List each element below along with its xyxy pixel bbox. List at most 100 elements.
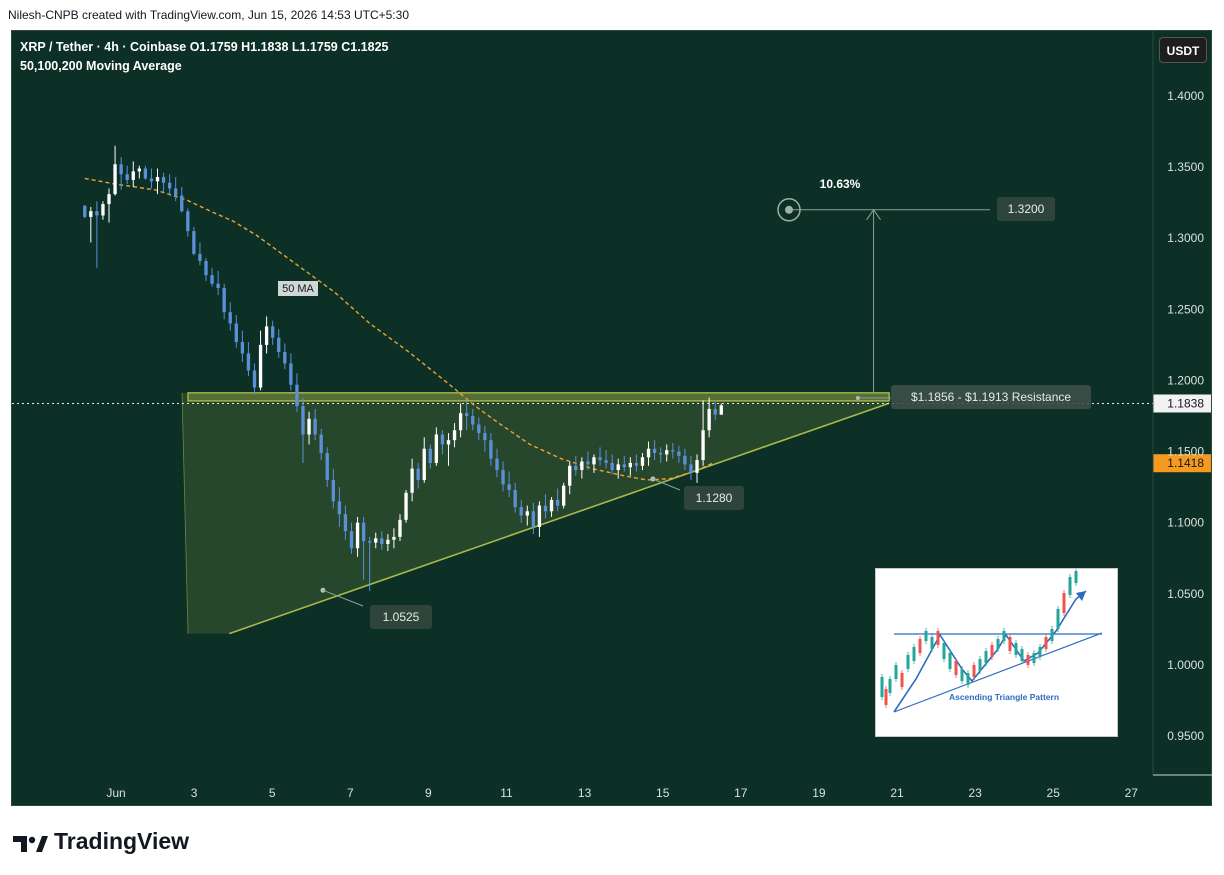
candle-body — [174, 188, 178, 196]
brand-name: TradingView — [54, 828, 190, 854]
candle-body — [628, 462, 633, 468]
tradingview-brand[interactable]: TradingView — [12, 828, 189, 855]
inset-candle-body — [942, 643, 946, 659]
inset-candle-body — [960, 669, 964, 681]
time-tick-label: 19 — [812, 786, 826, 800]
inset-candle-body — [1056, 609, 1060, 629]
target-price-label: 1.3200 — [997, 197, 1055, 221]
time-tick-label: 17 — [734, 786, 748, 800]
candle-body — [513, 489, 517, 508]
candle-body — [543, 505, 548, 512]
price-tick-label: 1.2000 — [1167, 373, 1204, 387]
candle-body — [416, 468, 420, 480]
inset-candle-body — [966, 673, 970, 685]
candle-body — [671, 450, 675, 452]
inset-candle-body — [954, 661, 958, 675]
candle-body — [155, 177, 160, 182]
current-price-tag-box — [1153, 394, 1211, 413]
annotations: 50 MA 1.0525 1.1280 10.63% 1.3200 $1.1856 - $… — [278, 177, 1211, 629]
inset-caption: Ascending Triangle Pattern — [949, 692, 1059, 702]
inset-candle-body — [1044, 637, 1048, 649]
candle-body — [167, 182, 172, 189]
currency-button[interactable]: USDT — [1159, 37, 1207, 63]
candle-body — [640, 457, 645, 466]
time-tick-label: 25 — [1047, 786, 1061, 800]
candle-body — [555, 499, 560, 506]
tradingview-logo-icon — [12, 832, 48, 852]
target-price-label-box — [997, 197, 1055, 221]
candle-body — [246, 353, 251, 371]
low1-label: 1.0525 — [370, 605, 432, 629]
inset-candle-body — [1062, 593, 1066, 613]
ma50-price-tag-box — [1153, 454, 1211, 473]
candle-body — [586, 461, 590, 465]
candle-body — [568, 465, 572, 486]
candle-body — [713, 408, 717, 415]
candle-body — [222, 288, 226, 313]
candle-body — [410, 468, 414, 493]
candle-body — [343, 514, 348, 532]
price-tick-label: 0.9500 — [1167, 729, 1204, 743]
inset-candle-body — [1074, 571, 1078, 583]
symbol-legend[interactable]: XRP / Tether · 4h · Coinbase O1.1759 H1.… — [20, 40, 389, 54]
candle-body — [561, 485, 566, 506]
candle-body — [83, 205, 87, 217]
current-price-tag-text: 1.1838 — [1167, 396, 1204, 410]
time-tick-label: 3 — [191, 786, 198, 800]
candle-body — [374, 538, 378, 543]
inset-candle-body — [884, 689, 888, 705]
candle-body — [440, 434, 445, 445]
price-tick-label: 1.1000 — [1167, 516, 1204, 530]
inset-candle-body — [888, 679, 892, 693]
candle-body — [258, 344, 263, 388]
candle-body — [501, 470, 505, 485]
target-circle-outer — [777, 198, 801, 222]
inset-candle-body — [948, 653, 952, 669]
candle-body — [604, 460, 608, 463]
time-tick-label: 13 — [578, 786, 592, 800]
candle-body — [277, 337, 281, 352]
target-price-label-text: 1.3200 — [1008, 202, 1045, 216]
price-tick-label: 1.3500 — [1167, 160, 1204, 174]
candle-body — [658, 452, 663, 455]
time-tick-label: 15 — [656, 786, 670, 800]
candle-body — [707, 408, 711, 431]
support-trendline — [228, 402, 890, 635]
ascending-triangle-pattern — [12, 392, 1153, 635]
candle-body — [537, 505, 542, 527]
candle-body — [295, 384, 299, 407]
candle-body — [234, 323, 238, 343]
candle-body — [228, 312, 232, 324]
candle-body — [386, 539, 390, 544]
candle-body — [283, 352, 287, 364]
candle-body — [119, 164, 123, 175]
candle-body — [574, 465, 578, 471]
candle-body — [689, 464, 693, 473]
triangle-fill — [182, 392, 890, 634]
inset-candle-body — [1032, 653, 1036, 663]
time-tick-label: 23 — [968, 786, 982, 800]
resistance-label-text: $1.1856 - $1.1913 Resistance — [911, 390, 1071, 404]
candle-body — [507, 484, 511, 490]
candle-body — [180, 195, 184, 212]
low1-leader — [322, 589, 364, 607]
indicator-legend[interactable]: 50,100,200 Moving Average — [20, 59, 182, 73]
target-percent-label: 10.63% — [820, 177, 861, 191]
candle-body — [404, 492, 408, 520]
candle-body — [319, 434, 323, 453]
inset-candle-body — [880, 677, 884, 697]
inset-candle-body — [1068, 577, 1072, 595]
inset-candle-body — [936, 631, 940, 645]
candle-body — [331, 480, 335, 502]
candle-body — [598, 457, 602, 461]
ma50-tag-text: 50 MA — [282, 283, 314, 295]
time-tick-label: 7 — [347, 786, 354, 800]
candle-body — [701, 430, 705, 461]
candle-body — [264, 326, 269, 345]
triangle-left-edge — [181, 392, 189, 634]
example-pattern-drawing: Ascending Triangle Pattern — [880, 568, 1103, 713]
inset-candle-body — [900, 673, 904, 687]
time-tick-label: 5 — [269, 786, 276, 800]
price-tick-label: 1.2500 — [1167, 302, 1204, 316]
